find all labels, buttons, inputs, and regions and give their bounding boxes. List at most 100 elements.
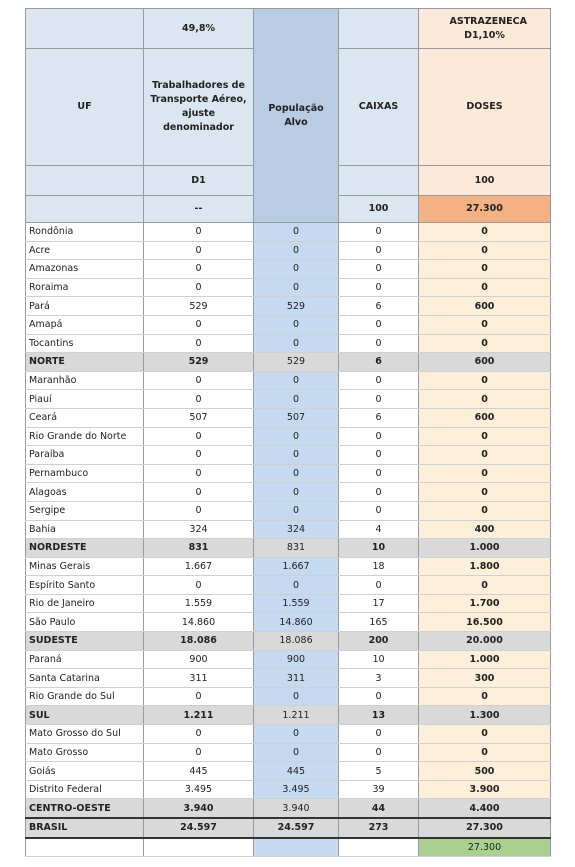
doses: 0 <box>418 259 551 279</box>
row: Pará 529 529 6 600 <box>25 296 551 316</box>
population: 18.086 <box>253 631 339 651</box>
uf: NORTE <box>25 352 144 372</box>
row: Minas Gerais 1.667 1.667 18 1.800 <box>25 557 551 577</box>
cell <box>338 837 419 858</box>
workers: 3.495 <box>143 780 254 800</box>
row: Paraíba 0 0 0 0 <box>25 445 551 465</box>
uf: CENTRO-OESTE <box>25 798 144 819</box>
table-body: Rondônia 0 0 0 0 Acre 0 0 0 0 Amazonas 0 0 0 0 Roraima 0… <box>25 222 551 858</box>
workers: 0 <box>143 222 254 242</box>
population: 1.211 <box>253 705 339 726</box>
doses: 0 <box>418 575 551 595</box>
boxes: 5 <box>338 761 419 781</box>
uf: Mato Grosso <box>25 743 144 763</box>
boxes: 0 <box>338 445 419 465</box>
uf: Amazonas <box>25 259 144 279</box>
population: 14.860 <box>253 612 339 633</box>
boxes: 6 <box>338 408 419 428</box>
population: 3.940 <box>253 798 339 819</box>
population-header: População Alvo <box>253 8 339 223</box>
boxes: 0 <box>338 575 419 595</box>
row: CENTRO-OESTE 3.940 3.940 44 4.400 <box>25 798 551 819</box>
doses-header: DOSES <box>418 48 551 166</box>
boxes: 0 <box>338 743 419 763</box>
boxes: 0 <box>338 389 419 409</box>
doses: 0 <box>418 724 551 744</box>
doses: 1.000 <box>418 538 551 558</box>
population: 3.495 <box>253 780 339 800</box>
row: Espírito Santo 0 0 0 0 <box>25 575 551 595</box>
boxes: 18 <box>338 557 419 577</box>
row: SUDESTE 18.086 18.086 200 20.000 <box>25 631 551 651</box>
uf: Distrito Federal <box>25 780 144 800</box>
population: 0 <box>253 743 339 763</box>
population: 311 <box>253 668 339 688</box>
boxes: 0 <box>338 371 419 391</box>
row: Amapá 0 0 0 0 <box>25 315 551 335</box>
row: Roraima 0 0 0 0 <box>25 278 551 298</box>
doses: 0 <box>418 334 551 354</box>
workers: 0 <box>143 724 254 744</box>
workers: 529 <box>143 352 254 372</box>
row: NORTE 529 529 6 600 <box>25 352 551 372</box>
workers: 1.559 <box>143 594 254 614</box>
doses-per-box: 100 <box>418 165 551 196</box>
uf: Pernambuco <box>25 464 144 484</box>
cell <box>25 837 144 858</box>
population: 507 <box>253 408 339 428</box>
cell <box>25 8 144 49</box>
population: 0 <box>253 427 339 447</box>
doses: 0 <box>418 371 551 391</box>
doses: 600 <box>418 408 551 428</box>
boxes: 17 <box>338 594 419 614</box>
uf: Mato Grosso do Sul <box>25 724 144 744</box>
population: 900 <box>253 650 339 670</box>
doses: 0 <box>418 464 551 484</box>
boxes: 0 <box>338 501 419 521</box>
doses: 3.900 <box>418 780 551 800</box>
workers: 0 <box>143 575 254 595</box>
workers-total: -- <box>143 195 254 223</box>
footer-row: 27.300 <box>25 837 551 858</box>
workers: 529 <box>143 296 254 316</box>
workers: 0 <box>143 482 254 502</box>
population: 831 <box>253 538 339 558</box>
boxes: 0 <box>338 464 419 484</box>
population: 0 <box>253 687 339 707</box>
population: 0 <box>253 259 339 279</box>
boxes: 0 <box>338 427 419 447</box>
workers: 0 <box>143 241 254 261</box>
population: 24.597 <box>253 817 339 839</box>
uf: Pará <box>25 296 144 316</box>
workers: 0 <box>143 445 254 465</box>
row: Bahia 324 324 4 400 <box>25 520 551 540</box>
doses: 0 <box>418 427 551 447</box>
population: 0 <box>253 334 339 354</box>
doses: 1.300 <box>418 705 551 726</box>
population: 0 <box>253 575 339 595</box>
workers: 0 <box>143 315 254 335</box>
workers-header: Trabalhadores de Transporte Aéreo, ajust… <box>143 48 254 166</box>
uf: BRASIL <box>25 817 144 839</box>
doses: 0 <box>418 482 551 502</box>
workers: 831 <box>143 538 254 558</box>
population: 1.559 <box>253 594 339 614</box>
row: Tocantins 0 0 0 0 <box>25 334 551 354</box>
workers: 0 <box>143 334 254 354</box>
row: Rio de Janeiro 1.559 1.559 17 1.700 <box>25 594 551 614</box>
row: BRASIL 24.597 24.597 273 27.300 <box>25 817 551 839</box>
workers: 0 <box>143 371 254 391</box>
doses: 0 <box>418 445 551 465</box>
uf: Piauí <box>25 389 144 409</box>
row: Piauí 0 0 0 0 <box>25 389 551 409</box>
doses: 1.700 <box>418 594 551 614</box>
row: Maranhão 0 0 0 0 <box>25 371 551 391</box>
row: São Paulo 14.860 14.860 165 16.500 <box>25 612 551 633</box>
uf: São Paulo <box>25 612 144 633</box>
uf: Goiás <box>25 761 144 781</box>
vaccine-label: ASTRAZENECA D1,10% <box>449 15 527 41</box>
uf: Paraíba <box>25 445 144 465</box>
uf: Acre <box>25 241 144 261</box>
boxes: 0 <box>338 334 419 354</box>
workers: 0 <box>143 259 254 279</box>
